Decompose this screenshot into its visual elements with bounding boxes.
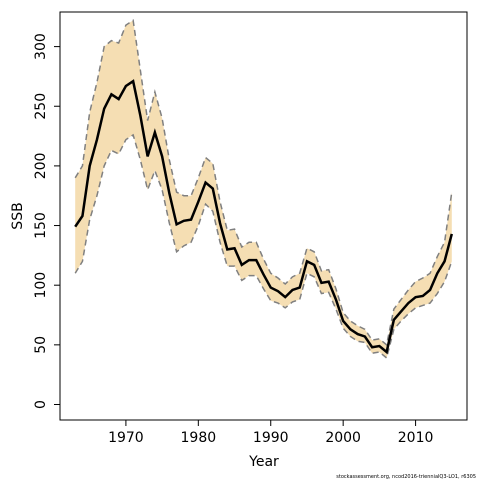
x-axis-label: Year (248, 454, 279, 470)
bound-line (74, 133, 453, 360)
y-tick-label: 100 (33, 272, 49, 299)
footnote: stockassessment.org, ncod2016-triennialQ… (336, 474, 476, 480)
y-tick-label: 200 (33, 153, 49, 180)
y-tick-label: 300 (33, 33, 49, 60)
x-tick-label: 2000 (325, 430, 361, 446)
y-tick-label: 0 (33, 400, 49, 409)
y-tick-label: 150 (33, 212, 49, 239)
y-axis-label: SSB (10, 202, 26, 229)
x-tick-label: 1990 (253, 430, 289, 446)
y-tick-label: 250 (33, 93, 49, 120)
y-tick-label: 50 (33, 336, 49, 354)
plot-frame (59, 11, 468, 421)
x-tick-label: 1980 (181, 430, 217, 446)
x-tick-label: 1970 (108, 430, 144, 446)
bound-line (74, 19, 453, 347)
confidence-band (75, 20, 452, 358)
estimate-line (74, 79, 454, 355)
x-tick-label: 2010 (398, 430, 434, 446)
